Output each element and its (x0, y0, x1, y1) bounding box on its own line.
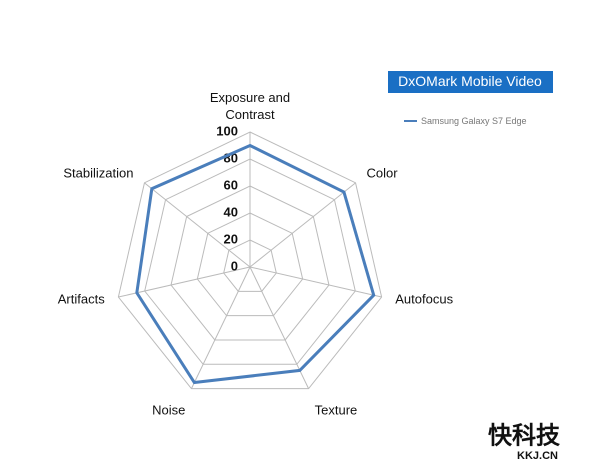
r-tick-label: 100 (216, 123, 238, 138)
title-box (388, 71, 553, 93)
axis-label: Exposure and Contrast (209, 90, 291, 122)
axis-label: Texture (315, 403, 358, 418)
grid-ring (144, 158, 356, 365)
grid-ring (196, 212, 304, 317)
chart-title: DxOMark Mobile Video (398, 73, 542, 89)
r-tick-label: 0 (231, 258, 238, 273)
axis-spoke (118, 266, 251, 298)
watermark: 快科技 (488, 422, 561, 449)
axis-spoke (144, 182, 251, 268)
series-line (135, 143, 376, 385)
r-tick-label: 40 (224, 204, 238, 219)
r-tick-label: 60 (224, 177, 238, 192)
axis-label: Color (366, 166, 398, 181)
axis-label: Noise (152, 403, 185, 418)
legend-label: Samsung Galaxy S7 Edge (421, 116, 527, 126)
grid-ring (223, 239, 277, 292)
r-tick-label: 20 (224, 231, 238, 246)
watermark-site: KKJ.CN (517, 450, 558, 462)
axis-label: Autofocus (395, 292, 453, 307)
axis-spoke (249, 266, 382, 298)
axis-label: Stabilization (63, 166, 133, 181)
axis-spoke (249, 182, 356, 268)
grid-ring (117, 131, 383, 390)
grid-ring (170, 185, 330, 341)
axis-spoke (190, 266, 251, 389)
axis-spoke (249, 266, 310, 389)
axis-label: Artifacts (58, 292, 105, 307)
